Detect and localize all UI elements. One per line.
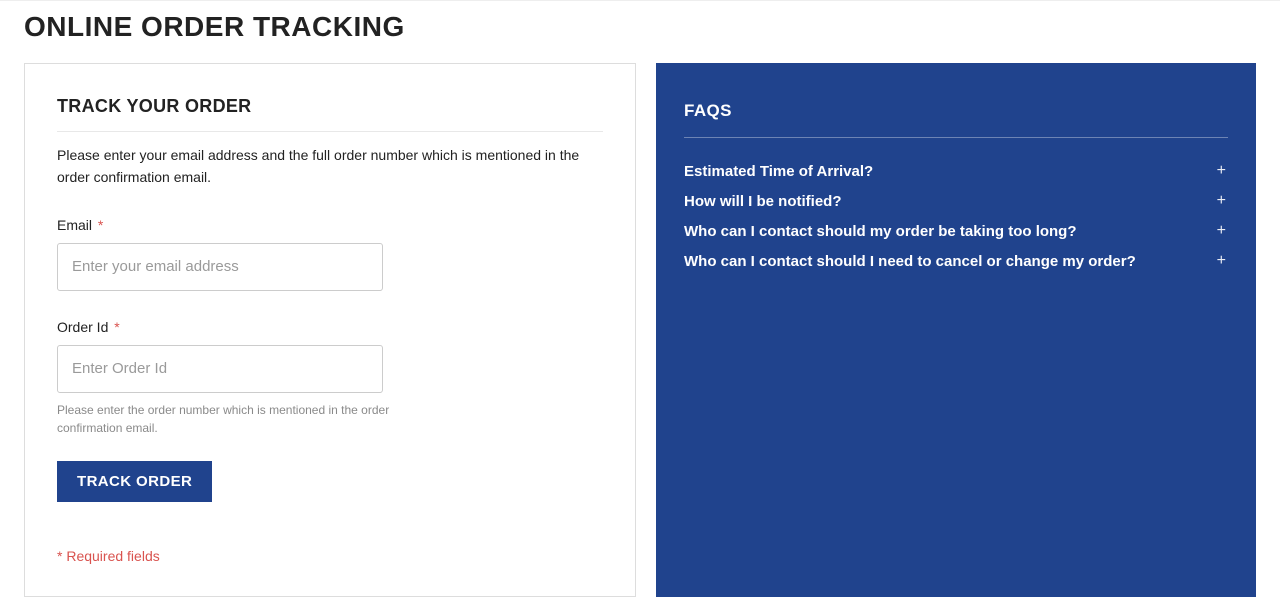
email-label: Email * <box>57 217 603 233</box>
faq-item-contact-delay[interactable]: Who can I contact should my order be tak… <box>684 216 1228 246</box>
faq-question: Estimated Time of Arrival? <box>684 163 873 180</box>
faq-item-eta[interactable]: Estimated Time of Arrival? + <box>684 156 1228 186</box>
track-order-panel: TRACK YOUR ORDER Please enter your email… <box>24 63 636 597</box>
email-required-star: * <box>98 217 103 233</box>
plus-icon: + <box>1217 222 1226 240</box>
order-id-field-group: Order Id * Please enter the order number… <box>57 319 603 437</box>
faq-item-contact-cancel[interactable]: Who can I contact should I need to cance… <box>684 246 1228 276</box>
track-order-intro: Please enter your email address and the … <box>57 144 603 189</box>
faqs-panel: FAQS Estimated Time of Arrival? + How wi… <box>656 63 1256 597</box>
track-order-heading: TRACK YOUR ORDER <box>57 96 603 132</box>
faq-item-notified[interactable]: How will I be notified? + <box>684 186 1228 216</box>
email-field-group: Email * <box>57 217 603 291</box>
faq-question: Who can I contact should I need to cance… <box>684 253 1136 270</box>
faq-question: How will I be notified? <box>684 193 842 210</box>
page-container: ONLINE ORDER TRACKING TRACK YOUR ORDER P… <box>0 0 1280 594</box>
faqs-heading: FAQS <box>684 101 1228 138</box>
plus-icon: + <box>1217 252 1226 270</box>
order-id-label-text: Order Id <box>57 319 108 335</box>
order-id-input[interactable] <box>57 345 383 393</box>
page-title: ONLINE ORDER TRACKING <box>24 11 1256 43</box>
faq-question: Who can I contact should my order be tak… <box>684 223 1077 240</box>
order-id-helper: Please enter the order number which is m… <box>57 401 407 437</box>
track-order-button[interactable]: TRACK ORDER <box>57 461 212 502</box>
required-fields-note: * Required fields <box>57 548 603 564</box>
plus-icon: + <box>1217 192 1226 210</box>
email-label-text: Email <box>57 217 92 233</box>
columns-wrapper: TRACK YOUR ORDER Please enter your email… <box>24 63 1256 597</box>
order-id-label: Order Id * <box>57 319 603 335</box>
order-id-required-star: * <box>114 319 119 335</box>
email-input[interactable] <box>57 243 383 291</box>
plus-icon: + <box>1217 162 1226 180</box>
